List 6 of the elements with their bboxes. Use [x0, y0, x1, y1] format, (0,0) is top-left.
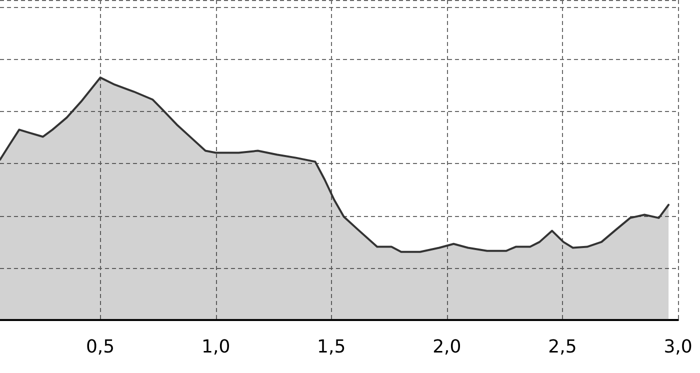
x-tick-label: 2,5	[548, 336, 577, 358]
x-tick-label: 1,0	[202, 336, 230, 358]
x-tick-label: 3,0	[664, 336, 692, 358]
x-tick-label: 0,5	[86, 336, 115, 358]
x-tick-label: 1,5	[317, 336, 346, 358]
x-tick-label: 2,0	[432, 336, 462, 358]
